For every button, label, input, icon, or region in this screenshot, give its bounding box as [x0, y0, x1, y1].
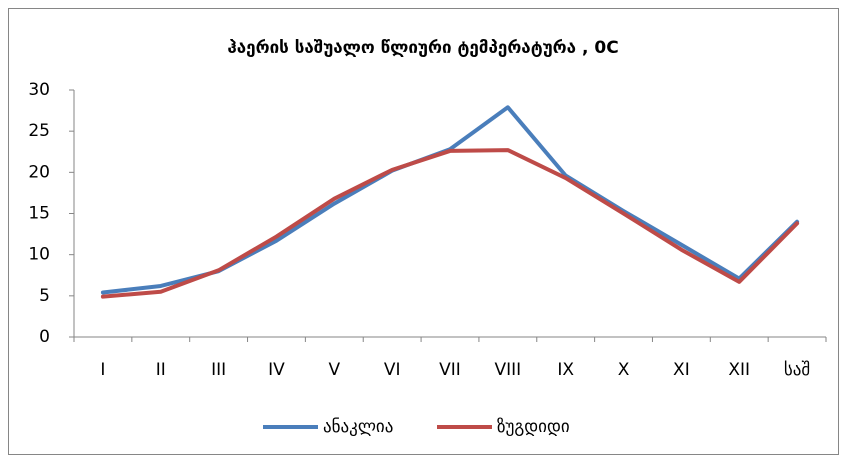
chart-title: ჰაერის საშუალო წლიური ტემპერატურა , 0C — [227, 38, 618, 58]
x-tick-label: XI — [673, 360, 690, 380]
x-tick-label: VIII — [495, 360, 522, 380]
y-tick-label: 30 — [28, 80, 50, 100]
y-tick-label: 20 — [28, 162, 50, 182]
x-tick-label: II — [156, 360, 166, 380]
x-tick-label: საშ — [784, 360, 810, 380]
x-tick-label: VII — [439, 360, 461, 380]
x-tick-label: I — [100, 360, 105, 380]
x-tick-label: X — [618, 360, 630, 380]
x-tick-label: XII — [728, 360, 750, 380]
y-tick-label: 25 — [28, 121, 50, 141]
series-line — [100, 148, 800, 299]
y-tick-label: 0 — [39, 327, 50, 347]
x-tick-label: IX — [557, 360, 574, 380]
legend-label: ანაკლია — [323, 417, 393, 437]
x-tick-label: VI — [384, 360, 401, 380]
y-tick-label: 15 — [28, 204, 50, 224]
x-tick-label: IV — [268, 360, 285, 380]
y-tick-label: 5 — [39, 286, 50, 306]
y-tick-label: 10 — [28, 245, 50, 265]
x-tick-label: V — [328, 360, 340, 380]
chart-frame — [8, 8, 839, 455]
x-tick-label: III — [211, 360, 226, 380]
legend-label: ზუგდიდი — [497, 417, 570, 437]
